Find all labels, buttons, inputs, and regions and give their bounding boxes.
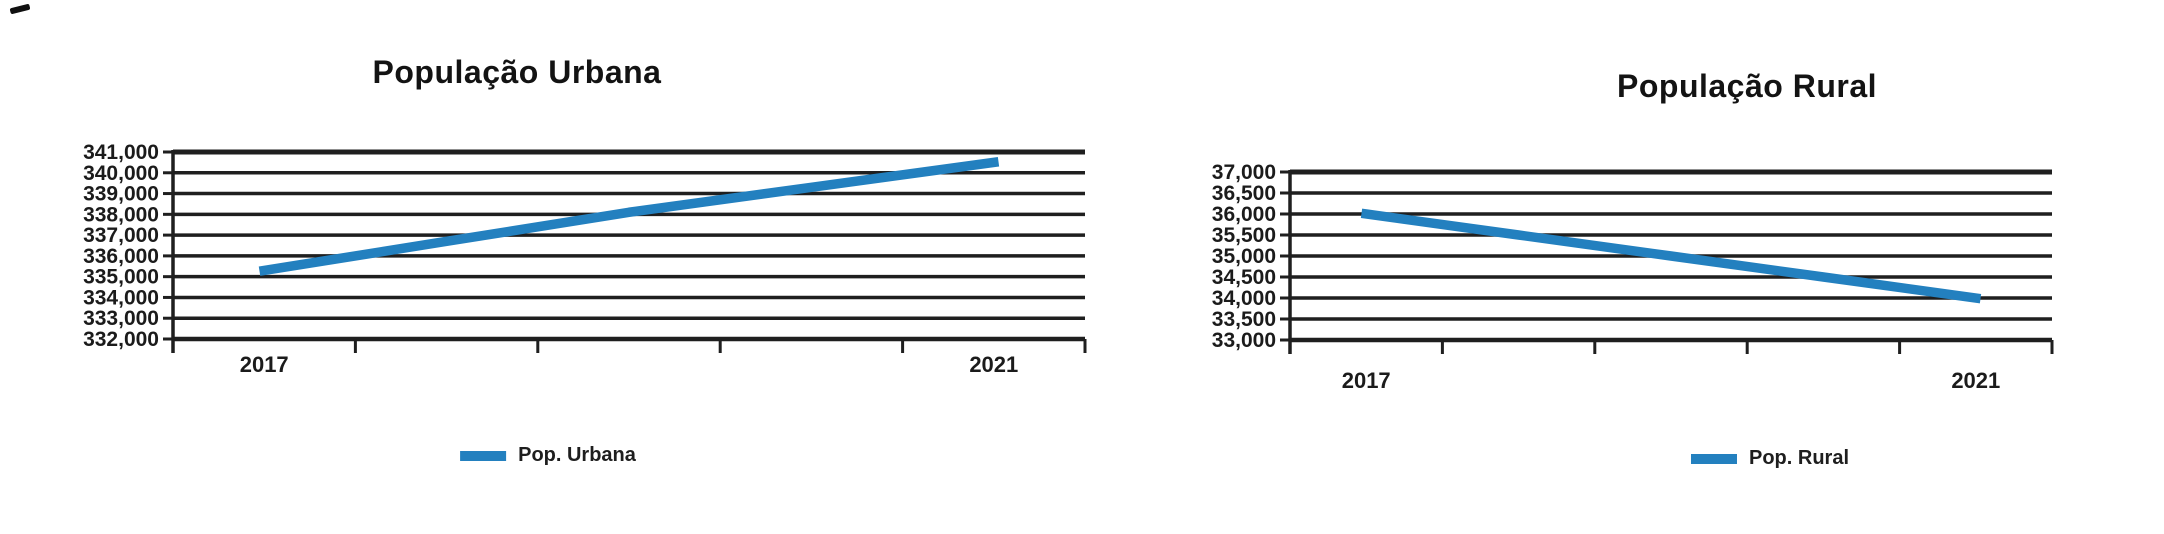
chart-title-populacao-rural: População Rural bbox=[1617, 68, 1877, 104]
x-tick-label: 2017 bbox=[1342, 368, 1391, 393]
data-line-1 bbox=[1360, 208, 1982, 304]
y-tick-label: 33,000 bbox=[1212, 329, 1276, 352]
y-tick-label: 332,000 bbox=[83, 328, 159, 351]
legend-pop-urbana: Pop. Urbana bbox=[460, 444, 636, 467]
chart-title-populacao-urbana: População Urbana bbox=[372, 54, 662, 90]
legend-line-swatch-icon bbox=[1690, 453, 1737, 464]
data-line-0 bbox=[258, 157, 1000, 276]
y-tick-label: 37,000 bbox=[1212, 161, 1276, 184]
legend-pop-rural: Pop. Rural bbox=[1690, 447, 1850, 470]
y-tick-label: 340,000 bbox=[83, 162, 159, 185]
x-tick-label: 2017 bbox=[240, 352, 289, 377]
y-tick-label: 34,000 bbox=[1212, 287, 1276, 310]
y-tick-label: 334,000 bbox=[83, 286, 159, 309]
y-tick-label: 339,000 bbox=[83, 183, 159, 206]
y-tick-label: 35,000 bbox=[1212, 245, 1276, 268]
legend-label-pop-rural: Pop. Rural bbox=[1748, 447, 1850, 469]
y-tick-label: 338,000 bbox=[83, 203, 159, 226]
x-tick-label: 2021 bbox=[969, 352, 1018, 377]
y-tick-label: 33,500 bbox=[1212, 308, 1276, 331]
x-tick-label: 2021 bbox=[1951, 368, 2000, 393]
y-tick-label: 336,000 bbox=[83, 245, 159, 268]
y-tick-label: 34,500 bbox=[1212, 266, 1276, 289]
y-tick-label: 333,000 bbox=[83, 307, 159, 330]
legend-line-swatch-icon bbox=[460, 450, 507, 461]
y-tick-label: 341,000 bbox=[83, 141, 159, 164]
y-tick-label: 335,000 bbox=[83, 266, 159, 289]
legend-label-pop-urbana: Pop. Urbana bbox=[518, 444, 636, 466]
y-tick-label: 36,500 bbox=[1212, 182, 1276, 205]
y-tick-label: 337,000 bbox=[83, 224, 159, 247]
y-tick-label: 35,500 bbox=[1212, 224, 1276, 247]
y-tick-label: 36,000 bbox=[1212, 203, 1276, 226]
